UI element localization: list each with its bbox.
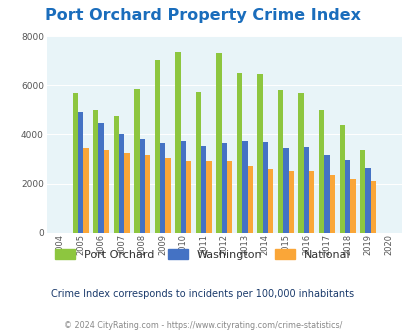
- Bar: [216, 53, 221, 233]
- Bar: [318, 110, 324, 233]
- Bar: [247, 166, 252, 233]
- Bar: [344, 160, 350, 233]
- Bar: [113, 116, 119, 233]
- Bar: [160, 143, 165, 233]
- Bar: [175, 52, 180, 233]
- Bar: [78, 113, 83, 233]
- Bar: [124, 153, 129, 233]
- Bar: [195, 91, 200, 233]
- Bar: [154, 60, 160, 233]
- Bar: [72, 93, 78, 233]
- Bar: [370, 181, 375, 233]
- Bar: [324, 155, 329, 233]
- Bar: [145, 155, 150, 233]
- Text: © 2024 CityRating.com - https://www.cityrating.com/crime-statistics/: © 2024 CityRating.com - https://www.city…: [64, 321, 341, 330]
- Bar: [359, 150, 364, 233]
- Bar: [185, 161, 191, 233]
- Bar: [283, 148, 288, 233]
- Bar: [83, 148, 88, 233]
- Bar: [119, 135, 124, 233]
- Bar: [262, 142, 267, 233]
- Bar: [298, 93, 303, 233]
- Bar: [226, 161, 232, 233]
- Text: Port Orchard Property Crime Index: Port Orchard Property Crime Index: [45, 8, 360, 23]
- Bar: [303, 147, 308, 233]
- Bar: [134, 89, 139, 233]
- Bar: [200, 146, 206, 233]
- Bar: [308, 171, 314, 233]
- Bar: [257, 74, 262, 233]
- Bar: [180, 141, 185, 233]
- Legend: Port Orchard, Washington, National: Port Orchard, Washington, National: [55, 249, 350, 260]
- Bar: [93, 110, 98, 233]
- Bar: [206, 161, 211, 233]
- Bar: [277, 90, 283, 233]
- Bar: [139, 139, 145, 233]
- Bar: [364, 168, 370, 233]
- Bar: [98, 123, 104, 233]
- Bar: [221, 143, 226, 233]
- Bar: [236, 73, 242, 233]
- Bar: [165, 158, 170, 233]
- Bar: [329, 175, 334, 233]
- Bar: [288, 171, 293, 233]
- Bar: [339, 125, 344, 233]
- Bar: [350, 179, 355, 233]
- Bar: [267, 169, 273, 233]
- Bar: [104, 150, 109, 233]
- Text: Crime Index corresponds to incidents per 100,000 inhabitants: Crime Index corresponds to incidents per…: [51, 289, 354, 299]
- Bar: [242, 141, 247, 233]
